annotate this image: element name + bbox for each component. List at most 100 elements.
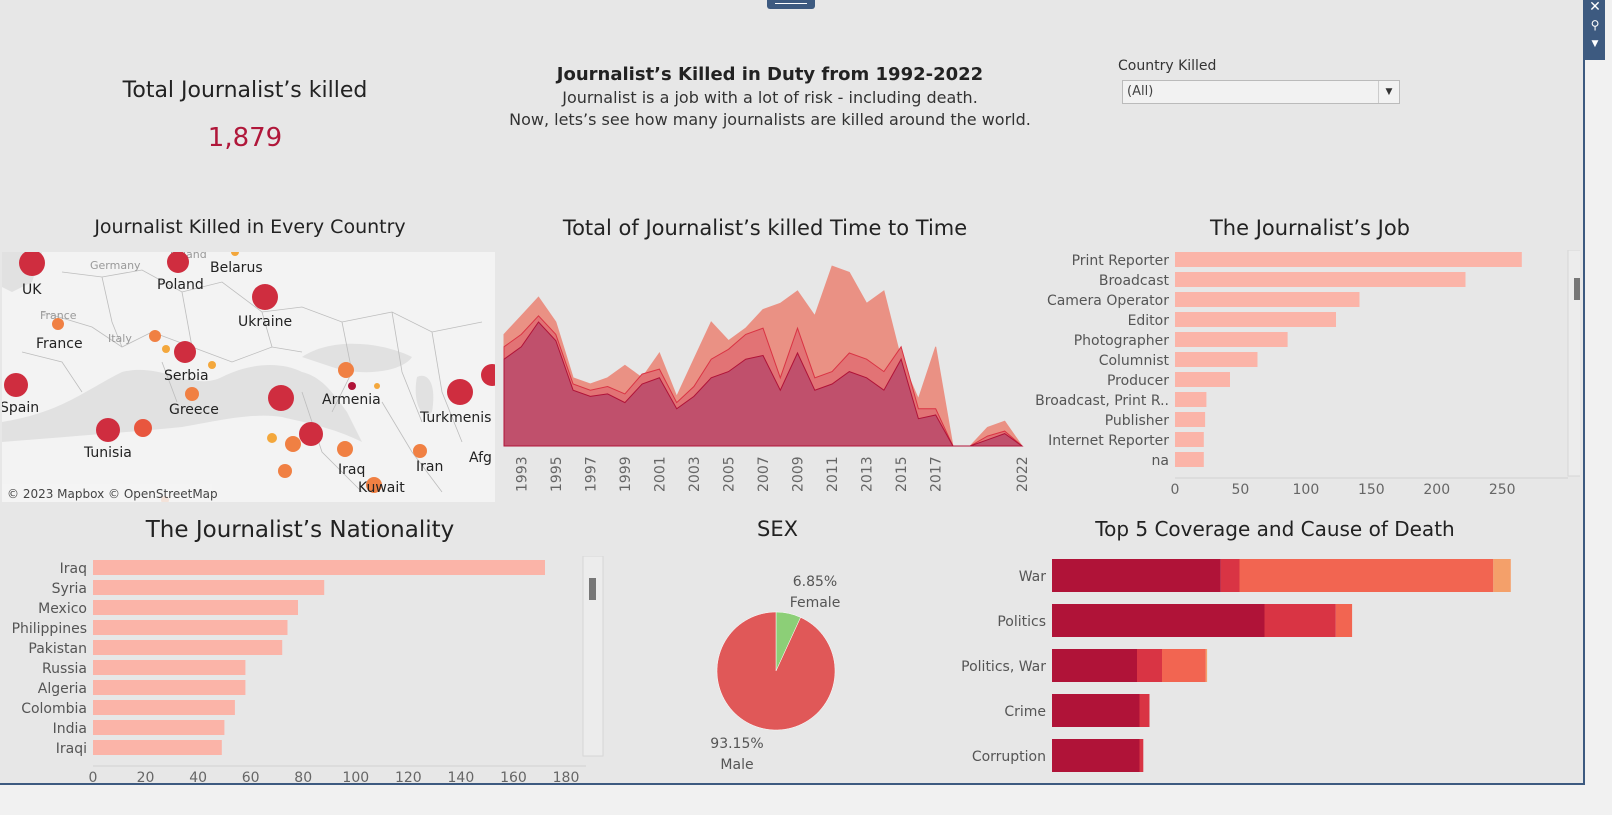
stacked-bar-segment[interactable] — [1493, 559, 1511, 592]
bar[interactable] — [1175, 452, 1204, 467]
map-faint-label: Germany — [90, 259, 141, 272]
map-point[interactable] — [481, 364, 495, 386]
bar[interactable] — [1175, 252, 1522, 267]
map-point[interactable] — [174, 341, 196, 363]
stacked-bar-segment[interactable] — [1052, 739, 1140, 772]
x-tick-label: 160 — [500, 770, 527, 785]
map-point[interactable] — [267, 433, 277, 443]
area-series-0[interactable] — [503, 321, 1024, 447]
stacked-bar-segment[interactable] — [1239, 559, 1494, 592]
bar[interactable] — [93, 580, 325, 595]
close-icon[interactable]: ✕ — [1589, 0, 1601, 15]
subtitle-line-1: Journalist is a job with a lot of risk -… — [562, 88, 978, 107]
bar[interactable] — [93, 700, 235, 715]
pin-icon[interactable]: ⚲ — [1590, 18, 1600, 32]
map-point[interactable] — [374, 383, 380, 389]
area-x-tick-label: 2003 — [687, 456, 703, 492]
country-filter-dropdown[interactable]: (All) ▼ — [1122, 80, 1400, 104]
stacked-bar-segment[interactable] — [1052, 604, 1265, 637]
map-point[interactable] — [162, 345, 170, 353]
map-point[interactable] — [134, 419, 152, 437]
x-tick-label: 0 — [1171, 482, 1180, 498]
x-tick-label: 80 — [294, 770, 312, 785]
stacked-bar-segment[interactable] — [1162, 649, 1206, 682]
map-point[interactable] — [208, 361, 216, 369]
map-point[interactable] — [167, 252, 189, 273]
bar[interactable] — [93, 600, 298, 615]
bar[interactable] — [93, 560, 545, 575]
bar[interactable] — [93, 720, 225, 735]
bar[interactable] — [93, 620, 288, 635]
map-point[interactable] — [4, 373, 28, 397]
scrollbar-track[interactable] — [582, 556, 604, 757]
cause-stacked-bar-chart[interactable]: War Politics Politics, War Crime Corruption — [935, 556, 1565, 785]
bar[interactable] — [1175, 372, 1230, 387]
x-tick-label: 140 — [448, 770, 475, 785]
map-point[interactable] — [337, 441, 353, 457]
map-point[interactable] — [366, 477, 382, 493]
map-point[interactable] — [149, 330, 161, 342]
bar[interactable] — [1175, 332, 1288, 347]
stacked-bar-segment[interactable] — [1052, 559, 1221, 592]
bar-category-label: Iraqi — [56, 741, 87, 757]
area-chart[interactable]: 1993 1995 1997 1999 2001 2003 2005 2007 2009 2011… — [498, 252, 1036, 502]
map-point[interactable] — [278, 464, 292, 478]
bar[interactable] — [1175, 392, 1207, 407]
area-x-tick-label: 2022 — [1015, 456, 1031, 492]
map-point[interactable] — [348, 382, 356, 390]
map-point[interactable] — [447, 379, 473, 405]
map-point[interactable] — [413, 444, 427, 458]
stacked-bar-segment[interactable] — [1335, 604, 1353, 637]
map-point[interactable] — [338, 362, 354, 378]
bar[interactable] — [1175, 352, 1258, 367]
scrollbar-track[interactable] — [1567, 250, 1580, 477]
map-point[interactable] — [96, 418, 120, 442]
stacked-bar-segment[interactable] — [1264, 604, 1336, 637]
bar[interactable] — [1175, 412, 1206, 427]
bar[interactable] — [1175, 272, 1466, 287]
map-point[interactable] — [52, 318, 64, 330]
map-point[interactable] — [185, 387, 199, 401]
map-attribution[interactable]: © 2023 Mapbox © OpenStreetMap — [7, 487, 218, 501]
sex-pie-chart[interactable]: 6.85% Female 93.15% Male — [680, 560, 880, 785]
map-point[interactable] — [231, 252, 239, 256]
pie-slice-male[interactable] — [716, 611, 836, 731]
stacked-bar-segment[interactable] — [1052, 649, 1137, 682]
bar-category-label: na — [1152, 453, 1169, 469]
stacked-bar-segment[interactable] — [1052, 694, 1140, 727]
bar[interactable] — [1175, 292, 1360, 307]
toolbar-handle[interactable] — [767, 0, 815, 9]
map-point[interactable] — [285, 436, 301, 452]
map-point[interactable] — [252, 284, 278, 310]
bar[interactable] — [93, 680, 246, 695]
nationality-bar-chart[interactable]: Iraq Syria Mexico Philippines Pakistan Russia… — [0, 556, 610, 785]
pie-male-label: Male — [720, 757, 753, 773]
map-label: Greece — [169, 402, 219, 418]
bar-category-label: Broadcast — [1099, 273, 1170, 289]
bar[interactable] — [93, 640, 283, 655]
bar[interactable] — [1175, 312, 1336, 327]
bar-category-label: Internet Reporter — [1048, 433, 1169, 449]
chevron-down-icon[interactable]: ▼ — [1591, 39, 1599, 49]
bar-category-label: Publisher — [1105, 413, 1170, 429]
map[interactable]: Germany Italy France Poland — [2, 252, 495, 502]
chevron-down-icon[interactable]: ▼ — [1378, 81, 1399, 103]
bar[interactable] — [93, 660, 246, 675]
x-tick-label: 200 — [1423, 482, 1450, 498]
bar[interactable] — [93, 740, 222, 755]
stacked-bar-segment[interactable] — [1220, 559, 1240, 592]
stacked-bar-segment[interactable] — [1139, 739, 1144, 772]
bar[interactable] — [1175, 432, 1204, 447]
stacked-bar-segment[interactable] — [1137, 649, 1162, 682]
map-point[interactable] — [19, 252, 45, 276]
area-x-tick-label: 1993 — [514, 456, 530, 492]
map-point[interactable] — [299, 422, 323, 446]
scrollbar-thumb[interactable] — [1574, 278, 1580, 300]
job-bar-chart[interactable]: Print Reporter Broadcast Camera Operator Ed… — [1020, 250, 1580, 510]
stacked-bar-segment[interactable] — [1139, 694, 1150, 727]
map-svg: Germany Italy France Poland — [2, 252, 495, 502]
bar-category-label: Broadcast, Print R.. — [1035, 393, 1169, 409]
map-point[interactable] — [268, 385, 294, 411]
stacked-bar-segment[interactable] — [1205, 649, 1208, 682]
scrollbar-thumb[interactable] — [589, 578, 596, 600]
